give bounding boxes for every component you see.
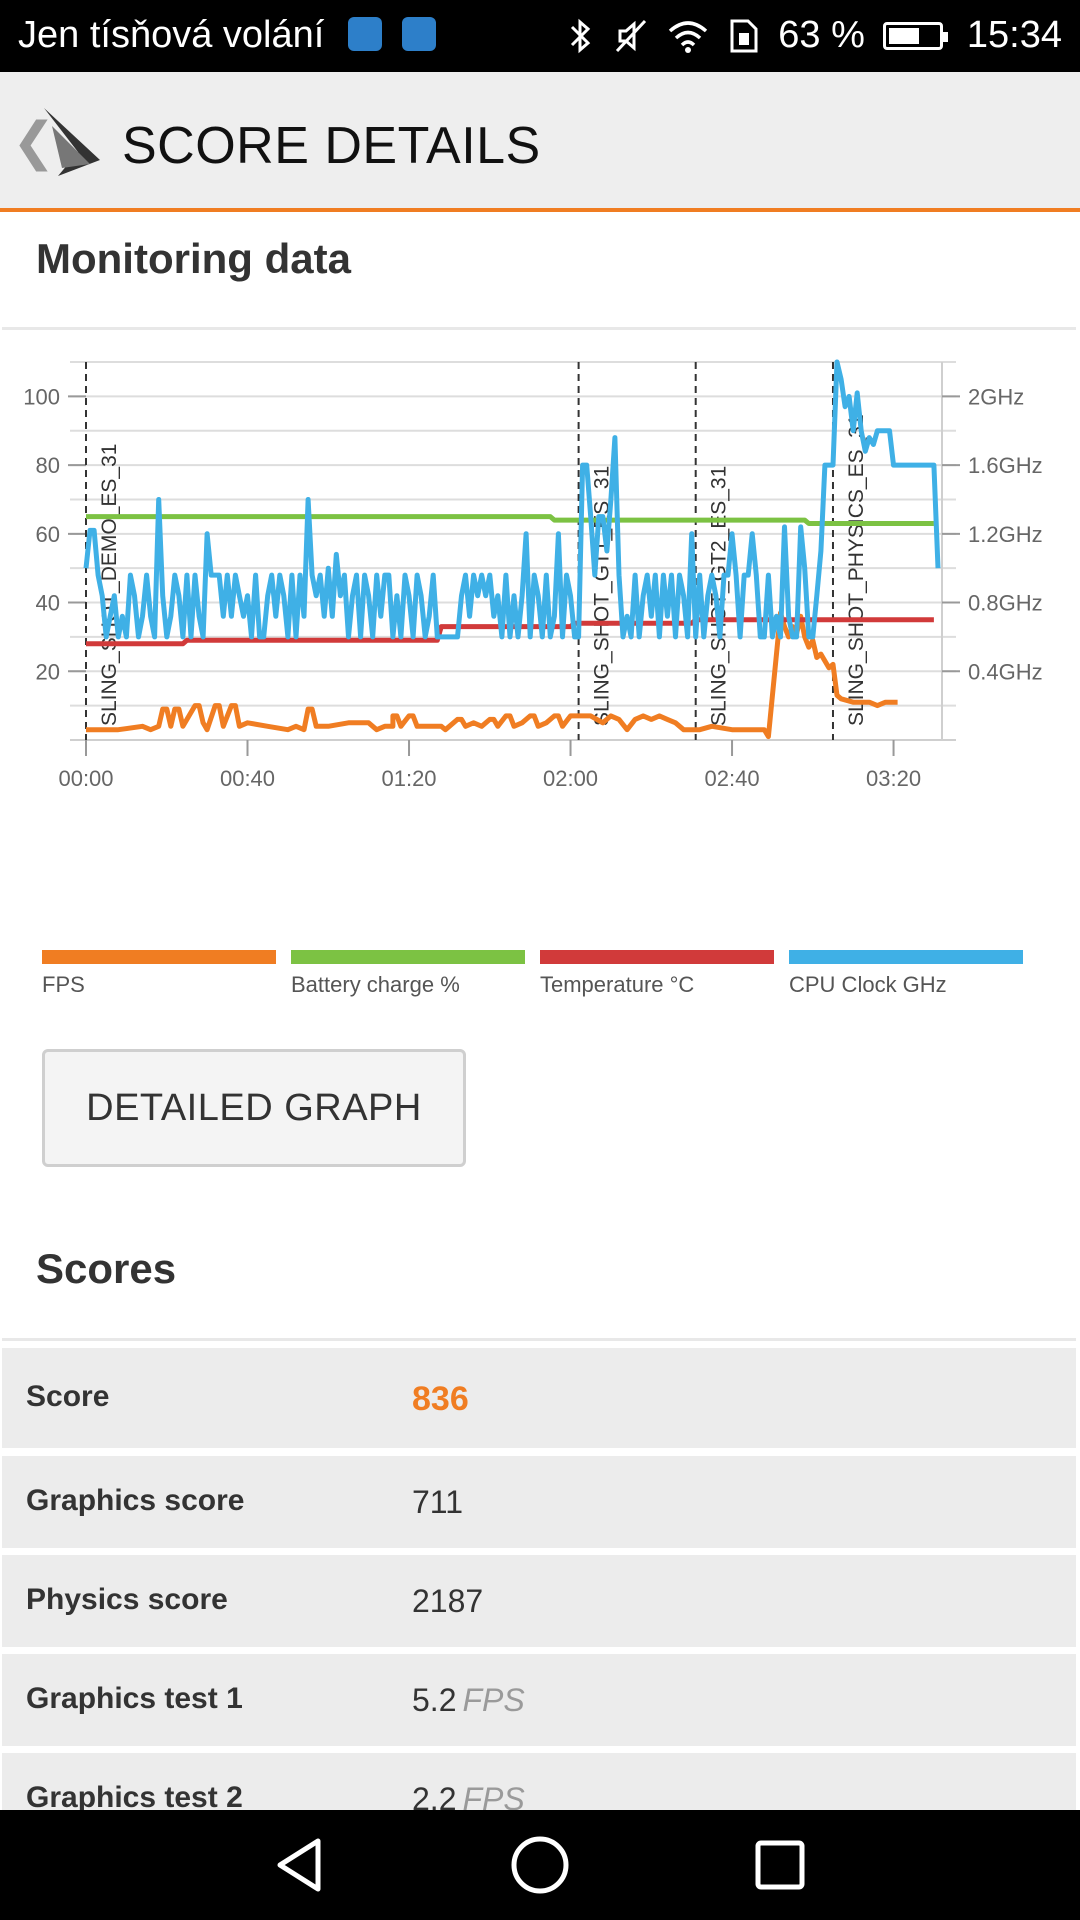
x-tick-label: 00:00 <box>58 766 113 791</box>
legend-item: CPU Clock GHz <box>789 950 1023 998</box>
navigation-bar <box>0 1810 1080 1920</box>
score-label: Score <box>26 1380 110 1413</box>
score-label: Graphics test 1 <box>26 1682 243 1715</box>
x-tick-label: 00:40 <box>220 766 275 791</box>
legend-item: FPS <box>42 950 276 998</box>
3dmark-logo <box>44 108 100 176</box>
test-marker-label: SLING_SHOT_GT2_ES_31 <box>708 466 731 726</box>
battery-percent: 63 % <box>778 14 865 56</box>
series-line-cpu-clock-ghz <box>83 359 941 640</box>
detailed-graph-button[interactable]: DETAILED GRAPH <box>42 1049 466 1167</box>
monitoring-title: Monitoring data <box>36 235 351 282</box>
nav-recents-icon <box>755 1840 805 1890</box>
legend-color-bar <box>789 950 1023 964</box>
score-value: 711 <box>412 1484 463 1521</box>
legend-label: FPS <box>42 972 85 997</box>
score-row: Physics score 2187 <box>2 1555 1076 1647</box>
y-left-tick-label: 60 <box>36 522 60 547</box>
x-tick-label: 01:20 <box>381 766 436 791</box>
score-unit: FPS <box>462 1781 525 1810</box>
nav-home-icon <box>511 1836 569 1894</box>
wifi-icon <box>669 20 708 53</box>
y-right-tick-label: 0.8GHz <box>968 591 1043 616</box>
monitoring-chart: 20 40 60 80 100 0.4GHz 0.8GHz 1.2GHz 1.6GHz 2GHz 0… <box>0 332 1080 892</box>
score-value: 836 <box>412 1380 469 1419</box>
score-label: Physics score <box>26 1583 228 1616</box>
scores-title: Scores <box>36 1245 177 1292</box>
score-row: Graphics test 2 2.2 FPS <box>2 1753 1076 1810</box>
score-row: Graphics score 711 <box>2 1456 1076 1548</box>
y-right-tick-label: 1.2GHz <box>968 522 1043 547</box>
app-bar: ❮ SCORE DETAILS <box>0 72 1080 212</box>
sim-icon <box>730 19 758 52</box>
page-title: SCORE DETAILS <box>122 117 541 175</box>
score-label: Graphics test 2 <box>26 1781 243 1810</box>
health-app-icon <box>348 17 382 51</box>
carrier-text: Jen tísňová volání <box>18 14 325 56</box>
score-value: 2187 <box>412 1583 483 1620</box>
bluetooth-icon <box>571 18 591 53</box>
y-left-tick-label: 80 <box>36 453 60 478</box>
status-bar: Jen tísňová volání 63 % 15:34 <box>0 0 1080 72</box>
legend-color-bar <box>540 950 774 964</box>
y-left-tick-label: 20 <box>36 659 60 684</box>
score-number: 5.2 <box>412 1682 457 1718</box>
nav-back-button[interactable] <box>240 1810 360 1920</box>
legend-label: CPU Clock GHz <box>789 972 947 997</box>
score-unit: FPS <box>462 1682 525 1718</box>
clock: 15:34 <box>966 14 1062 56</box>
legend-item: Battery charge % <box>291 950 525 998</box>
y-right-tick-label: 0.4GHz <box>968 659 1043 684</box>
x-tick-label: 02:40 <box>705 766 760 791</box>
content-scroll[interactable]: Monitoring data 20 40 60 80 100 0.4GHz 0.8GHz 1… <box>0 212 1080 1810</box>
divider <box>2 1338 1076 1341</box>
legend-color-bar <box>291 950 525 964</box>
score-number: 711 <box>412 1484 464 1520</box>
battery-icon <box>882 21 948 50</box>
gallery-app-icon <box>402 17 436 51</box>
score-label: Graphics score <box>26 1484 245 1517</box>
back-chevron-icon[interactable]: ❮ <box>12 113 56 171</box>
score-number: 836 <box>412 1380 469 1418</box>
legend-label: Battery charge % <box>291 972 460 997</box>
legend-item: Temperature °C <box>540 950 774 998</box>
score-number: 2.2 <box>412 1781 457 1810</box>
series-line-battery-charge <box>86 514 934 526</box>
monitoring-chart-svg: 20 40 60 80 100 0.4GHz 0.8GHz 1.2GHz 1.6GHz 2GHz 0… <box>23 359 1043 791</box>
y-right-tick-label: 2GHz <box>968 384 1024 409</box>
legend-color-bar <box>42 950 276 964</box>
nav-home-button[interactable] <box>480 1810 600 1920</box>
x-tick-label: 02:00 <box>543 766 598 791</box>
nav-back-icon <box>277 1838 321 1892</box>
divider <box>2 327 1076 330</box>
score-row: Score 836 <box>2 1348 1076 1448</box>
y-left-tick-label: 40 <box>36 591 60 616</box>
score-value: 2.2 FPS <box>412 1781 525 1810</box>
series-line-fps <box>86 610 898 740</box>
nav-recents-button[interactable] <box>720 1810 840 1920</box>
score-value: 5.2 FPS <box>412 1682 525 1719</box>
score-row: Graphics test 1 5.2 FPS <box>2 1654 1076 1746</box>
score-number: 2187 <box>412 1583 484 1619</box>
test-marker-label: SLING_SHOT_PHYSICS_ES_31 <box>845 414 868 726</box>
mute-icon <box>616 19 647 52</box>
y-left-tick-label: 100 <box>23 384 60 409</box>
legend-label: Temperature °C <box>540 972 695 997</box>
x-tick-label: 03:20 <box>866 766 921 791</box>
y-right-tick-label: 1.6GHz <box>968 453 1043 478</box>
